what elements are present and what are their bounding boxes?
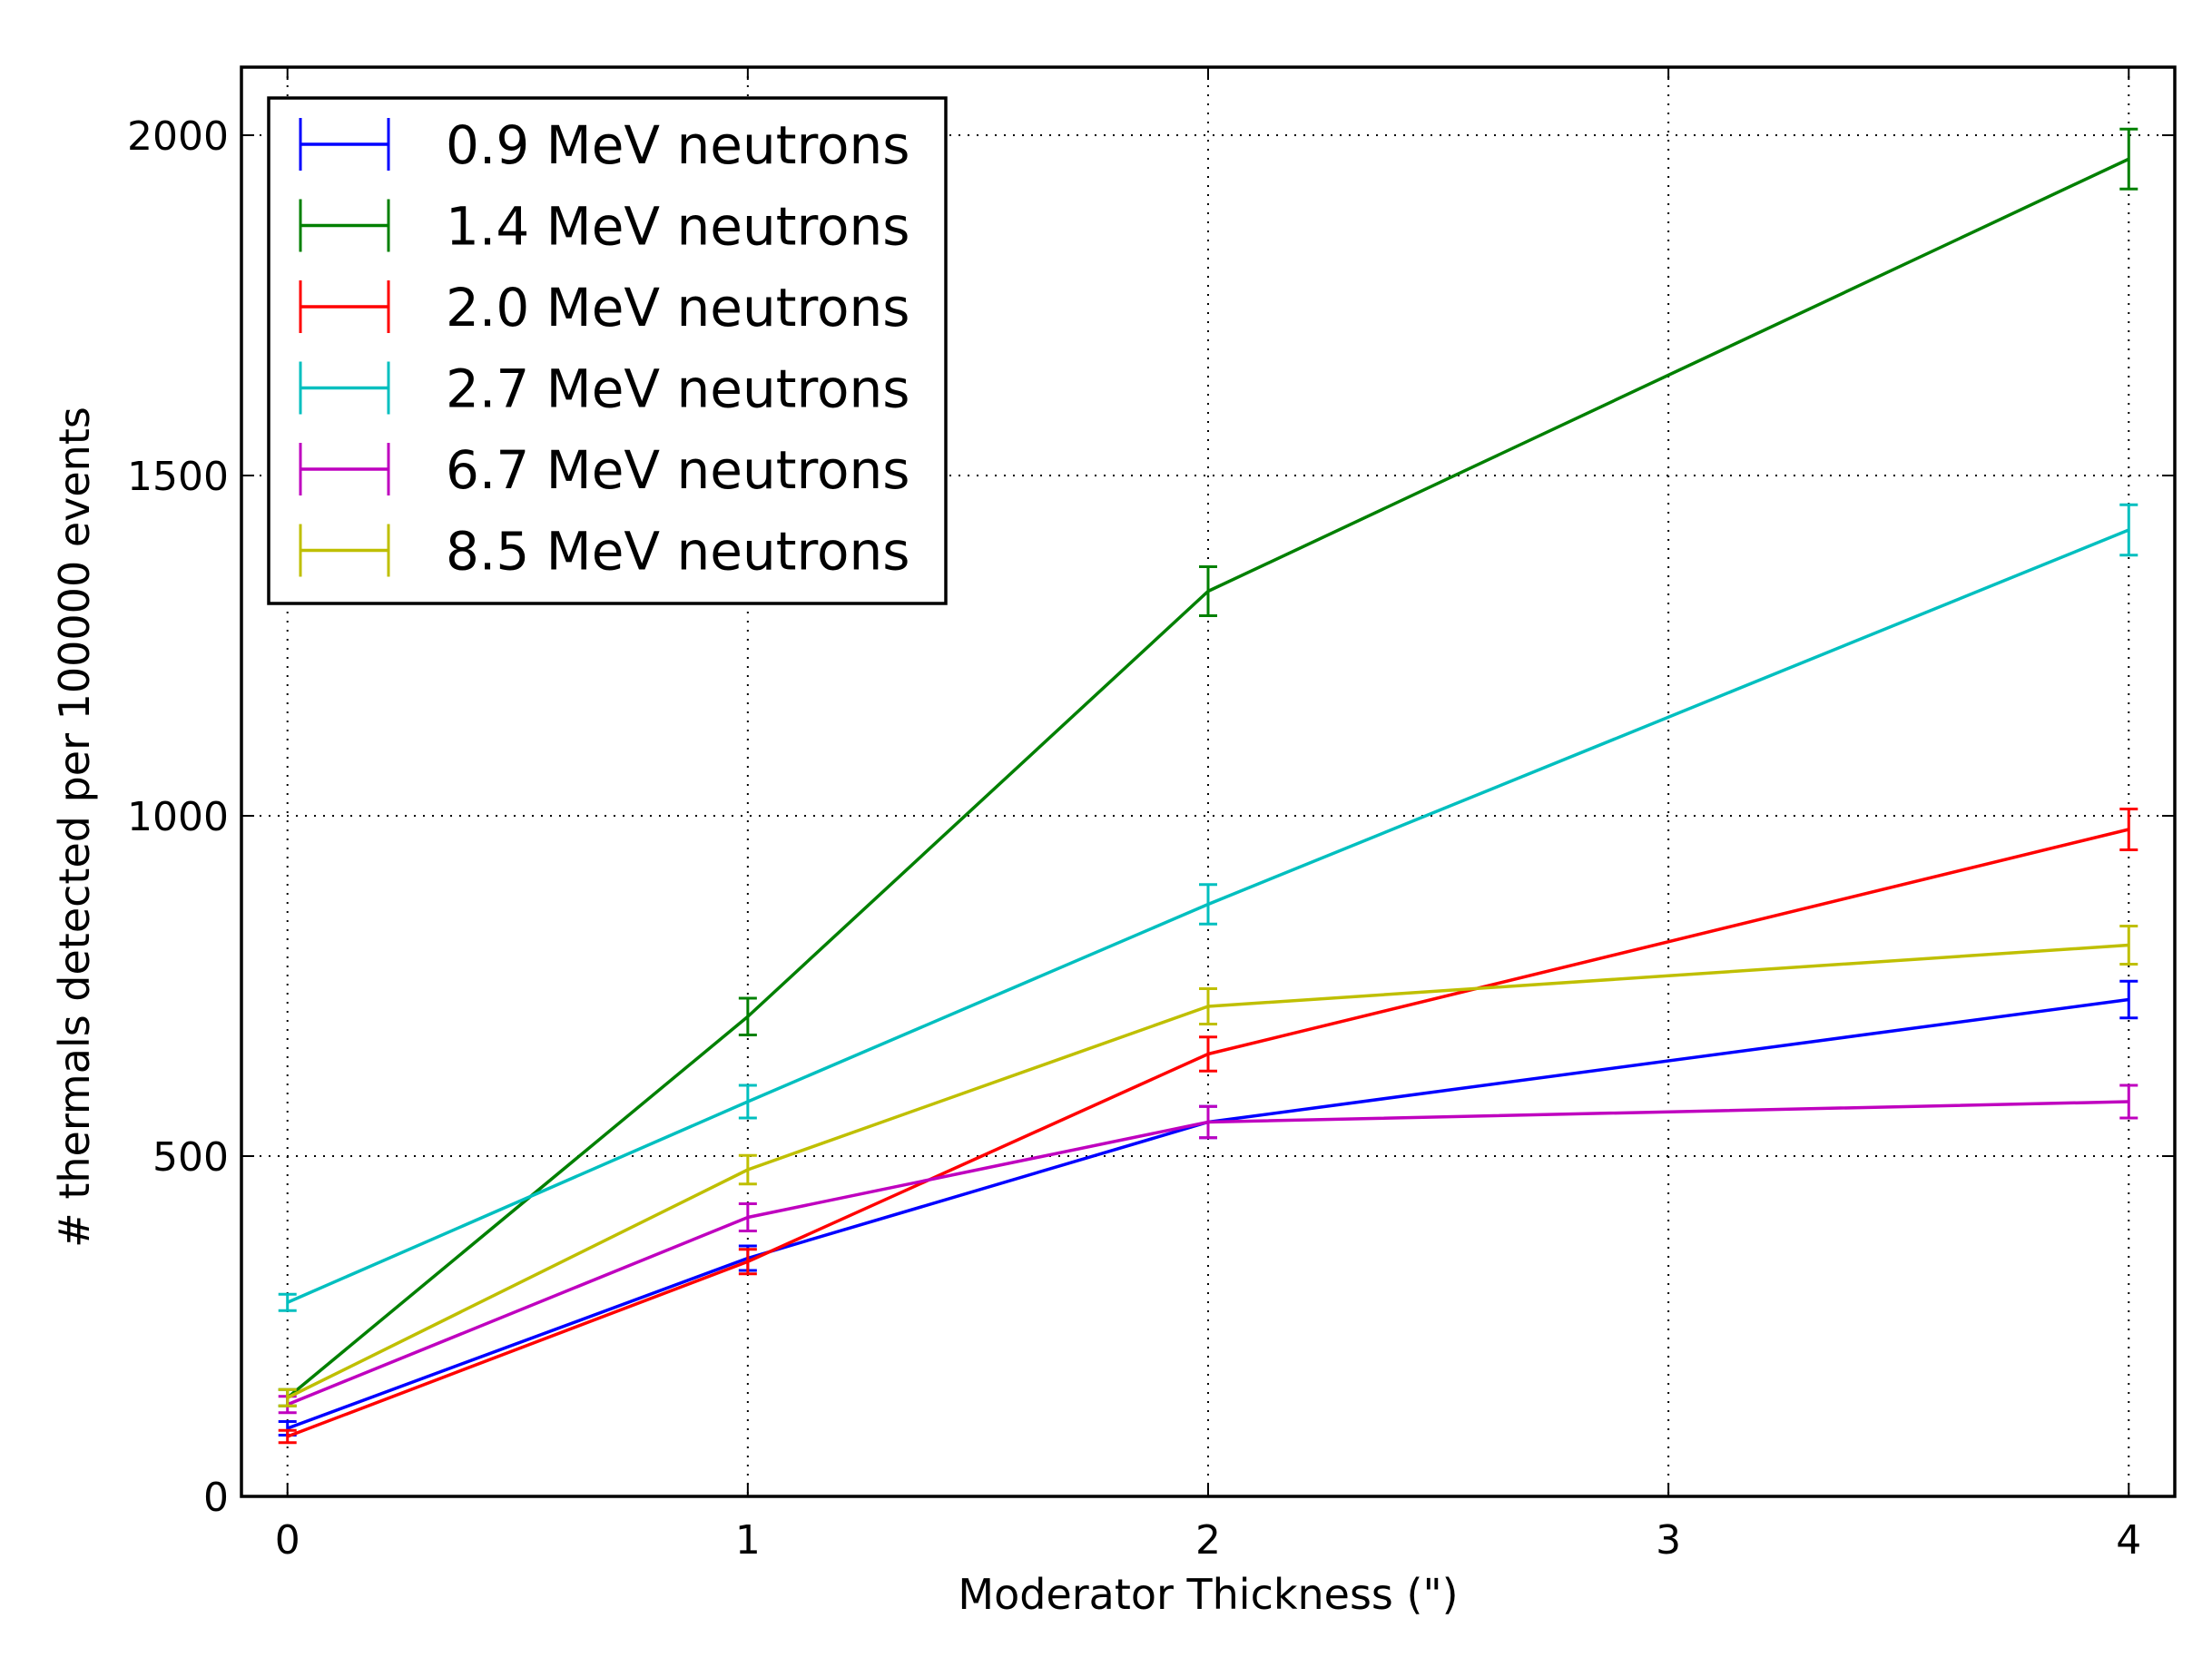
series-4	[278, 503, 2138, 1312]
legend-item-6: 8.5 MeV neutrons	[299, 521, 910, 583]
error-bar	[278, 1292, 297, 1312]
legend-box	[267, 96, 948, 605]
error-bar	[738, 1153, 757, 1186]
y-tick-label: 500	[152, 1134, 229, 1181]
legend-item-3: 2.0 MeV neutrons	[299, 277, 910, 338]
axis-ticks: 0 1 2 3 4 0 500 1000 1500 2000	[127, 67, 2175, 1564]
legend: 0.9 MeV neutrons 1.4 MeV neutrons 2.0 MeV …	[267, 96, 948, 605]
legend-label: 8.5 MeV neutrons	[446, 521, 910, 583]
legend-label: 2.7 MeV neutrons	[446, 358, 910, 420]
error-bar	[2119, 1084, 2138, 1120]
y-axis-label: # thermals detected per 100000 events	[50, 407, 99, 1248]
error-bar	[2119, 503, 2138, 557]
error-bar	[738, 1202, 757, 1232]
error-bar	[278, 1428, 297, 1445]
series-line	[287, 1100, 2129, 1407]
series-line	[287, 997, 2129, 1430]
series-3	[278, 808, 2138, 1445]
error-bar	[2119, 808, 2138, 851]
x-tick-label: 2	[1195, 1517, 1221, 1564]
legend-item-5: 6.7 MeV neutrons	[299, 439, 910, 501]
x-tick-label: 4	[2116, 1517, 2141, 1564]
series-6	[278, 925, 2138, 1407]
error-bar	[738, 1084, 757, 1120]
series-group	[278, 127, 2138, 1445]
legend-label: 2.0 MeV neutrons	[446, 277, 910, 338]
error-bar	[738, 996, 757, 1036]
legend-label: 0.9 MeV neutrons	[446, 114, 910, 176]
x-tick-label: 3	[1656, 1517, 1681, 1564]
y-tick-label: 1000	[127, 794, 229, 840]
legend-item-4: 2.7 MeV neutrons	[299, 358, 910, 420]
series-line	[286, 157, 2130, 1399]
error-bar	[1199, 1035, 1217, 1073]
x-tick-label: 0	[275, 1517, 300, 1564]
series-line	[287, 528, 2129, 1304]
y-tick-label: 1500	[127, 454, 229, 500]
error-bar	[2119, 127, 2138, 191]
error-bar	[2119, 979, 2138, 1020]
error-bar	[278, 1388, 297, 1407]
legend-item-1: 0.9 MeV neutrons	[299, 114, 910, 176]
series-line	[287, 828, 2129, 1438]
legend-label: 6.7 MeV neutrons	[446, 439, 910, 501]
error-bar	[1199, 1104, 1217, 1140]
x-axis-label: Moderator Thickness (")	[958, 1570, 1458, 1619]
series-line	[286, 943, 2129, 1399]
legend-item-2: 1.4 MeV neutrons	[299, 196, 910, 258]
x-tick-label: 1	[735, 1517, 761, 1564]
y-tick-label: 0	[203, 1475, 229, 1521]
error-bar	[738, 1248, 757, 1276]
error-bar	[2119, 925, 2138, 966]
y-tick-label: 2000	[127, 113, 229, 160]
legend-label: 1.4 MeV neutrons	[446, 196, 910, 258]
error-bar	[1199, 987, 1217, 1025]
error-bar	[1199, 883, 1217, 926]
error-bar	[1199, 565, 1217, 617]
